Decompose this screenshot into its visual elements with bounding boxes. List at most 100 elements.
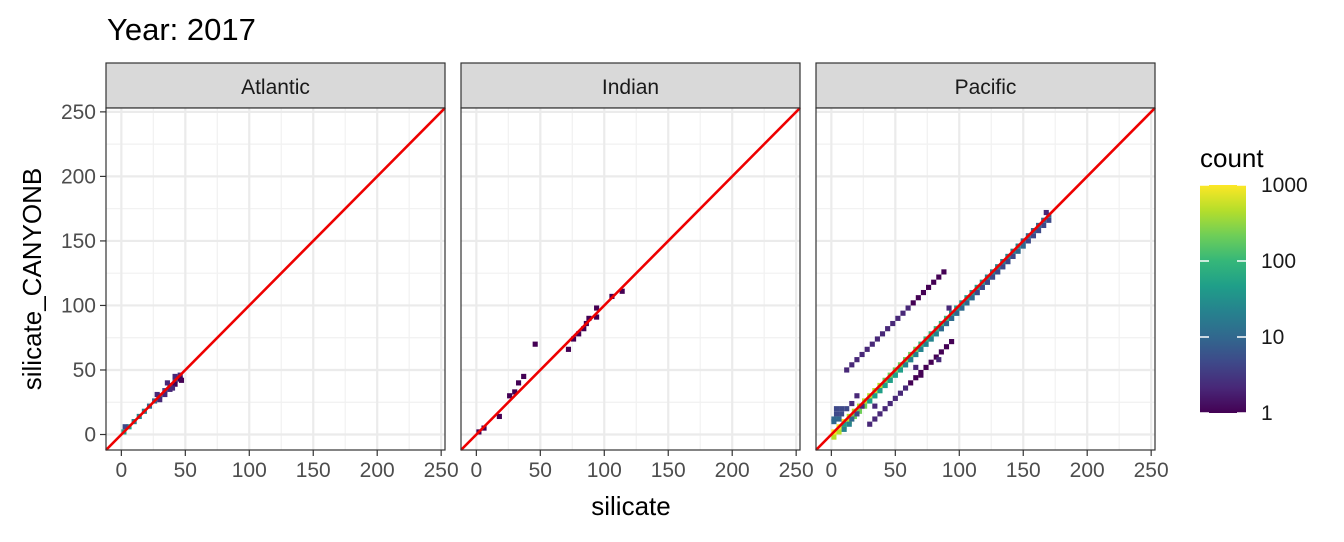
heat-cell xyxy=(915,295,921,301)
heat-cell xyxy=(122,424,128,430)
heat-cell xyxy=(872,393,878,399)
heat-cell xyxy=(854,357,860,363)
heat-cell xyxy=(959,305,965,311)
facet-strip xyxy=(815,62,1156,109)
identity-line xyxy=(105,107,446,451)
heat-cell xyxy=(905,305,911,311)
facet-panel-pacific: Pacific 0 50 100 150 200 250 xyxy=(815,62,1169,482)
facet-strip xyxy=(105,62,446,109)
x-tick-label: 50 xyxy=(174,459,197,482)
heat-cell xyxy=(841,426,847,432)
y-tick-label: 0 xyxy=(84,424,96,447)
heat-cell xyxy=(933,331,939,337)
heat-cell xyxy=(154,391,160,398)
x-tick-label: 0 xyxy=(471,459,483,482)
y-tick-label: 250 xyxy=(61,101,96,124)
heat-cell xyxy=(989,274,996,280)
heat-cell xyxy=(162,391,168,398)
heat-cell xyxy=(887,400,893,407)
facet-panel-indian: Indian 0 50 100 150 200 250 xyxy=(460,62,814,482)
heat-cell xyxy=(938,326,944,332)
heat-cell xyxy=(900,310,906,316)
heat-cell xyxy=(854,393,860,399)
x-tick-label: 150 xyxy=(296,459,331,482)
heat-cell xyxy=(1030,233,1037,239)
heat-cell xyxy=(974,289,980,296)
heat-cell xyxy=(895,315,901,321)
heat-cell xyxy=(854,411,860,417)
color-legend: count 1 10 100 1000 xyxy=(1200,143,1308,425)
identity-line xyxy=(815,107,1156,451)
heat-cell xyxy=(913,364,919,370)
heat-cell xyxy=(882,382,888,389)
y-tick-label: 50 xyxy=(73,359,96,382)
panel-border xyxy=(815,107,1156,451)
heat-cell xyxy=(949,315,955,321)
panel-border xyxy=(105,107,446,451)
heat-cell xyxy=(841,421,847,427)
heat-cell xyxy=(1015,248,1021,254)
heat-cell xyxy=(831,416,837,422)
x-tick-label: 250 xyxy=(1134,459,1169,482)
heat-cell xyxy=(839,411,845,417)
heat-cell xyxy=(565,346,572,352)
heat-cell xyxy=(943,344,950,350)
heat-cell xyxy=(908,357,914,363)
heat-cell xyxy=(849,416,855,422)
heat-cell xyxy=(1046,217,1052,223)
heat-cell xyxy=(178,377,185,383)
heat-cell xyxy=(872,416,878,422)
heat-cell xyxy=(902,362,909,368)
heat-cell xyxy=(897,390,903,396)
heat-cell xyxy=(995,269,1001,275)
heat-cell xyxy=(512,389,518,395)
heat-cell xyxy=(877,411,883,417)
legend-tick-label: 1 xyxy=(1261,402,1273,425)
heat-cell xyxy=(864,346,870,352)
heat-cell xyxy=(877,388,883,394)
heat-cell xyxy=(872,403,878,409)
y-tick-label: 200 xyxy=(61,165,96,188)
heat-cell xyxy=(172,373,178,380)
x-tick-label: 200 xyxy=(715,459,750,482)
heat-cell xyxy=(859,403,865,409)
heat-cell xyxy=(954,310,960,316)
heat-cell xyxy=(1025,238,1031,244)
heat-cell xyxy=(943,320,950,327)
heat-cell xyxy=(836,416,842,422)
heat-cell xyxy=(164,380,170,386)
heat-cell xyxy=(1000,264,1006,270)
heat-cell xyxy=(936,274,942,280)
heat-cell xyxy=(964,300,970,306)
heat-cell xyxy=(890,320,896,327)
heat-cell xyxy=(887,377,893,383)
heat-cell xyxy=(936,357,942,363)
heat-cell xyxy=(926,284,932,290)
heat-cell xyxy=(833,411,840,417)
heat-cell xyxy=(969,295,975,301)
heat-cell xyxy=(984,279,990,285)
facet-panel-atlantic: Atlantic 0 50 100 150 200 250 0 50 100 150 200 250 xyxy=(61,62,459,482)
heat-cell xyxy=(882,406,888,412)
heat-cell xyxy=(849,362,855,368)
heat-cell xyxy=(874,336,880,342)
heat-cell xyxy=(928,359,934,365)
heat-cell xyxy=(918,372,924,378)
x-tick-label: 0 xyxy=(826,459,838,482)
chart-title: Year: 2017 xyxy=(107,12,256,47)
heat-cell xyxy=(846,421,852,427)
heat-cell xyxy=(879,331,886,337)
y-tick-label: 150 xyxy=(61,230,96,253)
heat-cell xyxy=(571,336,577,342)
heat-cell xyxy=(908,380,914,386)
heat-cell xyxy=(869,341,875,347)
heat-cell xyxy=(1020,243,1026,249)
heat-cell xyxy=(169,385,176,391)
heat-cell xyxy=(923,341,929,347)
x-tick-label: 250 xyxy=(779,459,814,482)
legend-tick-label: 100 xyxy=(1261,250,1296,273)
heat-cell xyxy=(532,341,538,347)
